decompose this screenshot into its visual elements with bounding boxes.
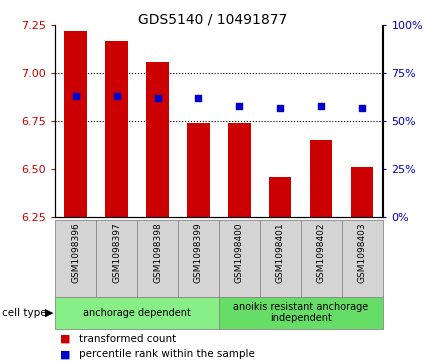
Text: GSM1098399: GSM1098399 bbox=[194, 223, 203, 284]
Text: GSM1098403: GSM1098403 bbox=[357, 223, 366, 283]
Point bbox=[154, 95, 161, 101]
Text: GDS5140 / 10491877: GDS5140 / 10491877 bbox=[138, 13, 287, 27]
Text: ▶: ▶ bbox=[45, 307, 53, 318]
Bar bbox=[55, 297, 219, 329]
Bar bbox=[137, 220, 178, 297]
Text: anoikis resistant anchorage
independent: anoikis resistant anchorage independent bbox=[233, 302, 368, 323]
Bar bbox=[228, 123, 251, 217]
Bar bbox=[105, 41, 128, 217]
Text: percentile rank within the sample: percentile rank within the sample bbox=[79, 349, 255, 359]
Text: GSM1098402: GSM1098402 bbox=[317, 223, 326, 283]
Point bbox=[72, 93, 79, 99]
Bar bbox=[96, 220, 137, 297]
Bar bbox=[146, 62, 169, 217]
Bar bbox=[178, 220, 219, 297]
Bar bbox=[219, 220, 260, 297]
Bar bbox=[65, 31, 87, 217]
Text: ■: ■ bbox=[60, 334, 70, 344]
Bar bbox=[260, 220, 300, 297]
Bar bbox=[219, 297, 382, 329]
Bar bbox=[300, 220, 342, 297]
Text: transformed count: transformed count bbox=[79, 334, 176, 344]
Text: GSM1098397: GSM1098397 bbox=[112, 223, 121, 284]
Bar bbox=[187, 123, 210, 217]
Bar bbox=[269, 176, 292, 217]
Bar bbox=[310, 140, 332, 217]
Point bbox=[236, 103, 243, 109]
Text: GSM1098400: GSM1098400 bbox=[235, 223, 244, 283]
Text: GSM1098398: GSM1098398 bbox=[153, 223, 162, 284]
Text: GSM1098396: GSM1098396 bbox=[71, 223, 80, 284]
Point bbox=[113, 93, 120, 99]
Point bbox=[277, 105, 283, 111]
Bar bbox=[342, 220, 383, 297]
Point bbox=[359, 105, 366, 111]
Bar bbox=[351, 167, 373, 217]
Bar bbox=[55, 220, 96, 297]
Text: GSM1098401: GSM1098401 bbox=[276, 223, 285, 283]
Point bbox=[195, 95, 202, 101]
Text: cell type: cell type bbox=[2, 307, 47, 318]
Text: ■: ■ bbox=[60, 349, 70, 359]
Text: anchorage dependent: anchorage dependent bbox=[83, 307, 191, 318]
Point bbox=[318, 103, 325, 109]
